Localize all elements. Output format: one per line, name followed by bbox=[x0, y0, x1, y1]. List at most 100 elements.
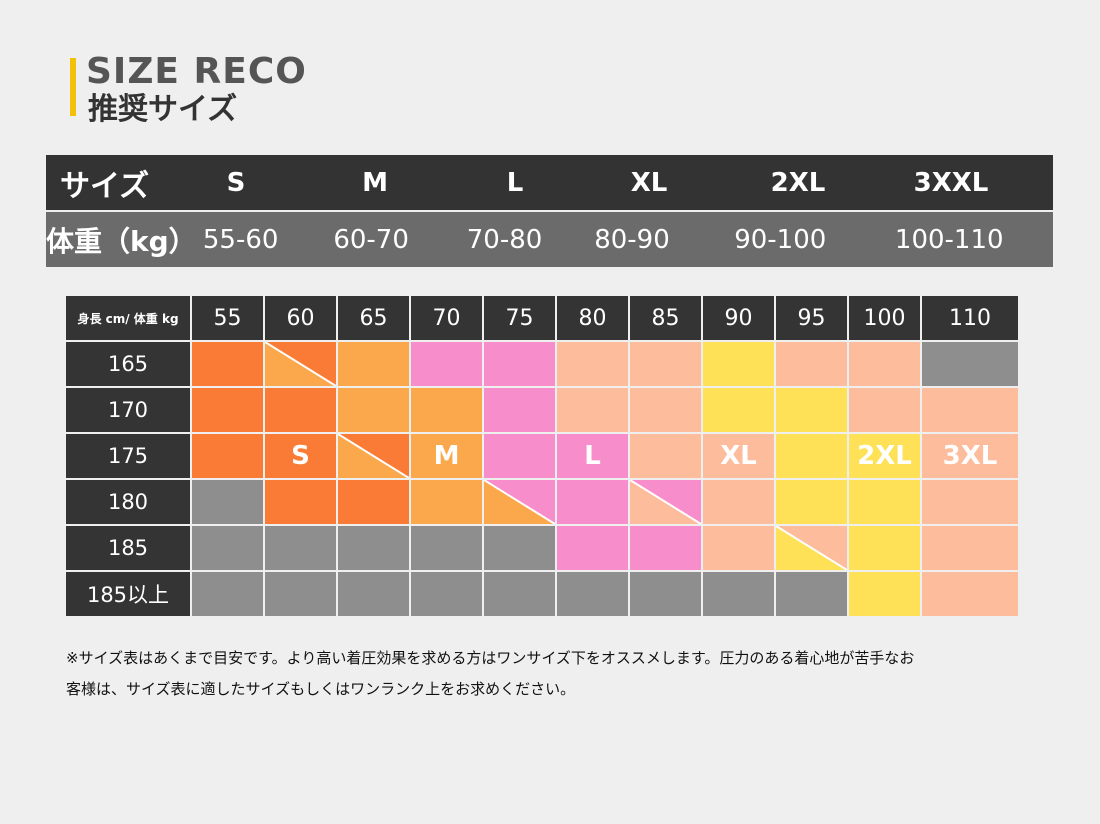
size-cell bbox=[922, 572, 1018, 616]
summary-size-row: サイズ S M L XL 2XL 3XXL bbox=[46, 155, 1053, 210]
size-cell bbox=[338, 572, 409, 616]
summary-weight-row: 体重（kg） 55-60 60-70 70-80 80-90 90-100 10… bbox=[46, 210, 1053, 267]
weight-column-header: 110 bbox=[922, 296, 1018, 340]
size-note-line: 客様は、サイズ表に適したサイズもしくはワンランク上をお求めください。 bbox=[66, 680, 576, 698]
size-cell bbox=[338, 388, 409, 432]
grid-row: 165 bbox=[66, 342, 1018, 386]
size-cell: 2XL bbox=[849, 434, 920, 478]
size-cell bbox=[557, 388, 628, 432]
size-cell: L bbox=[557, 434, 628, 478]
summary-size: M bbox=[362, 167, 388, 198]
weight-column-header: 60 bbox=[265, 296, 336, 340]
size-chart-grid: 身長 cm/ 体重 kg 55 60 65 70 75 80 85 90 95 … bbox=[64, 294, 1020, 618]
size-cell bbox=[192, 388, 263, 432]
size-cell bbox=[630, 388, 701, 432]
size-cell bbox=[338, 342, 409, 386]
summary-weight: 55-60 bbox=[202, 224, 279, 255]
size-cell: M bbox=[411, 434, 482, 478]
diagonal-line bbox=[484, 480, 555, 524]
size-label: L bbox=[584, 441, 601, 471]
weight-column-header: 80 bbox=[557, 296, 628, 340]
diagonal-line bbox=[630, 480, 701, 524]
size-label: S bbox=[291, 441, 310, 471]
summary-size: S bbox=[226, 167, 246, 198]
grid-row: 185 bbox=[66, 526, 1018, 570]
size-cell bbox=[265, 526, 336, 570]
size-cell bbox=[192, 434, 263, 478]
grid-row: 175 S M L XL 2XL 3XL bbox=[66, 434, 1018, 478]
size-cell bbox=[776, 480, 847, 524]
title-japanese: 推奨サイズ bbox=[88, 92, 238, 127]
size-cell bbox=[776, 572, 847, 616]
size-cell bbox=[849, 572, 920, 616]
grid-row: 185以上 bbox=[66, 572, 1018, 616]
size-cell bbox=[484, 480, 555, 524]
size-cell bbox=[630, 434, 701, 478]
size-cell: XL bbox=[703, 434, 774, 478]
size-cell bbox=[192, 526, 263, 570]
size-cell bbox=[776, 526, 847, 570]
size-cell bbox=[411, 572, 482, 616]
size-cell: S bbox=[265, 434, 336, 478]
size-cell: 3XL bbox=[922, 434, 1018, 478]
size-cell bbox=[484, 526, 555, 570]
size-cell bbox=[922, 342, 1018, 386]
diagonal-split bbox=[265, 342, 336, 386]
grid-row: 170 bbox=[66, 388, 1018, 432]
height-row-header: 180 bbox=[66, 480, 190, 524]
size-cell bbox=[922, 526, 1018, 570]
size-cell bbox=[338, 434, 409, 478]
size-cell bbox=[849, 480, 920, 524]
size-cell bbox=[265, 342, 336, 386]
size-cell bbox=[484, 388, 555, 432]
size-cell bbox=[338, 526, 409, 570]
size-cell bbox=[630, 572, 701, 616]
diagonal-line bbox=[338, 434, 409, 478]
size-label: XL bbox=[720, 441, 757, 471]
size-cell bbox=[849, 342, 920, 386]
size-cell bbox=[630, 480, 701, 524]
weight-column-header: 100 bbox=[849, 296, 920, 340]
size-label: 2XL bbox=[857, 441, 912, 471]
summary-weight: 100-110 bbox=[894, 224, 1004, 255]
title-accent-bar bbox=[70, 58, 76, 116]
size-cell bbox=[411, 480, 482, 524]
size-cell bbox=[776, 434, 847, 478]
size-cell bbox=[849, 388, 920, 432]
size-cell bbox=[557, 342, 628, 386]
size-cell bbox=[338, 480, 409, 524]
size-cell bbox=[411, 388, 482, 432]
size-cell bbox=[776, 342, 847, 386]
weight-column-header: 85 bbox=[630, 296, 701, 340]
height-row-header: 170 bbox=[66, 388, 190, 432]
size-summary-table: サイズ S M L XL 2XL 3XXL 体重（kg） 55-60 60-70… bbox=[46, 155, 1053, 267]
diagonal-split bbox=[484, 480, 555, 524]
size-cell bbox=[703, 342, 774, 386]
size-cell bbox=[557, 572, 628, 616]
summary-weight: 90-100 bbox=[734, 224, 827, 255]
height-row-header: 175 bbox=[66, 434, 190, 478]
size-note-line: ※サイズ表はあくまで目安です。より高い着圧効果を求める方はワンサイズ下をオススメ… bbox=[66, 649, 915, 667]
summary-size: XL bbox=[630, 167, 668, 198]
diagonal-split bbox=[630, 480, 701, 524]
summary-weight: 60-70 bbox=[333, 224, 409, 255]
grid-header-row: 身長 cm/ 体重 kg 55 60 65 70 75 80 85 90 95 … bbox=[66, 296, 1018, 340]
height-row-header: 165 bbox=[66, 342, 190, 386]
title-english: SIZE RECO bbox=[86, 51, 307, 92]
weight-column-header: 55 bbox=[192, 296, 263, 340]
size-label: 3XL bbox=[942, 441, 998, 471]
size-cell bbox=[922, 388, 1018, 432]
size-cell bbox=[265, 388, 336, 432]
size-cell bbox=[265, 480, 336, 524]
size-cell bbox=[484, 572, 555, 616]
size-cell bbox=[557, 480, 628, 524]
size-cell bbox=[192, 572, 263, 616]
summary-size: 3XXL bbox=[913, 167, 989, 198]
weight-column-header: 95 bbox=[776, 296, 847, 340]
diagonal-split bbox=[338, 434, 409, 478]
grid-row: 180 bbox=[66, 480, 1018, 524]
size-cell bbox=[703, 480, 774, 524]
size-cell bbox=[630, 342, 701, 386]
size-cell bbox=[192, 342, 263, 386]
size-cell bbox=[703, 526, 774, 570]
